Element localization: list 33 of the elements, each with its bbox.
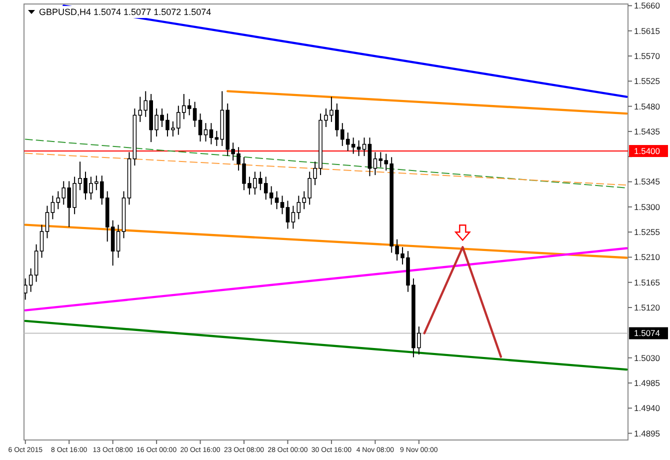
y-tick-label: 1.5570 xyxy=(634,50,660,61)
candlestick xyxy=(50,195,55,220)
y-tick-label: 1.4985 xyxy=(634,378,660,388)
candlestick xyxy=(198,113,202,142)
y-tick-label: 1.5120 xyxy=(634,302,660,312)
candlestick xyxy=(280,195,284,215)
y-tick-label: 1.5435 xyxy=(634,126,660,136)
candlestick xyxy=(356,140,361,157)
candlestick xyxy=(373,152,378,176)
y-tick-label: 1.5660 xyxy=(634,0,660,11)
candlestick xyxy=(362,137,366,157)
y-tick-label: 1.5255 xyxy=(634,227,660,238)
candlestick xyxy=(291,205,296,230)
candlestick xyxy=(40,224,44,258)
y-tick-label: 1.5300 xyxy=(634,202,660,212)
candlestick xyxy=(286,200,290,230)
y-tick-label: 1.5615 xyxy=(634,26,660,36)
y-tick-label: 1.4940 xyxy=(634,403,660,414)
candlestick xyxy=(45,205,50,239)
y-tick-label: 1.5525 xyxy=(634,76,660,86)
ref-line-label: 1.5400 xyxy=(634,146,660,156)
y-tick-label: 1.5345 xyxy=(634,176,660,187)
ref-line-label: 1.5074 xyxy=(634,328,660,338)
y-tick-label: 1.5030 xyxy=(634,352,660,363)
candlestick xyxy=(209,122,214,145)
y-tick-label: 1.5210 xyxy=(634,252,660,262)
chart-title: GBPUSD,H4 1.5074 1.5077 1.5072 1.5074 xyxy=(39,7,212,17)
y-tick-label: 1.5165 xyxy=(634,277,660,288)
y-tick-label: 1.4895 xyxy=(634,428,660,438)
y-tick-label: 1.5480 xyxy=(634,101,660,112)
candlestick xyxy=(116,224,120,258)
candlestick xyxy=(274,190,279,210)
candlestick xyxy=(204,122,208,142)
